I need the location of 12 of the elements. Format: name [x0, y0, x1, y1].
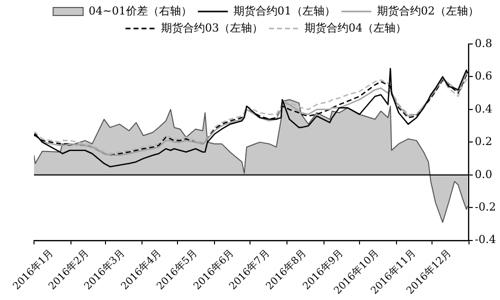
y-tick-label: -0.4 [474, 233, 496, 246]
y-tick-label: 0.6 [474, 70, 492, 83]
y-tick-label: 0.2 [474, 135, 492, 148]
legend-label: 期货合约04（左轴） [304, 21, 406, 34]
legend-label: 期货合约01（左轴） [233, 4, 336, 18]
legend-label: 04~01价差（右轴） [88, 4, 192, 18]
y-tick-label: 0.0 [474, 168, 492, 181]
y-tick-label: 0.8 [474, 36, 492, 50]
legend-label: 期货合约03（左轴） [161, 21, 264, 34]
y-tick-label: 0.4 [474, 102, 492, 116]
y-tick-label: -0.2 [474, 200, 496, 214]
legend-label: 期货合约02（左轴） [376, 4, 479, 18]
